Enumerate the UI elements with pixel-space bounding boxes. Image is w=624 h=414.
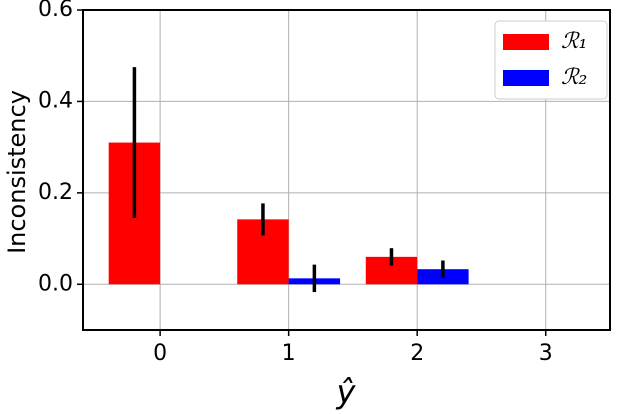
- plot-frame: [82, 9, 611, 331]
- y-axis-label: Inconsistency: [3, 90, 31, 254]
- x-axis-label: ŷ: [336, 373, 357, 411]
- y-tick-label: 0.4: [38, 88, 73, 113]
- y-tick-label: 0.6: [38, 0, 73, 22]
- y-tick-label: 0.0: [38, 271, 73, 296]
- y-tick-label: 0.2: [38, 180, 73, 205]
- x-tick-label: 0: [153, 341, 167, 366]
- legend-label: ℛ₁: [561, 29, 587, 54]
- legend-swatch: [503, 34, 549, 50]
- x-tick-label: 1: [282, 341, 296, 366]
- x-tick-label: 3: [539, 341, 553, 366]
- legend-swatch: [503, 70, 549, 86]
- legend-label: ℛ₂: [561, 65, 587, 90]
- x-tick-label: 2: [410, 341, 424, 366]
- legend-box: [494, 20, 608, 100]
